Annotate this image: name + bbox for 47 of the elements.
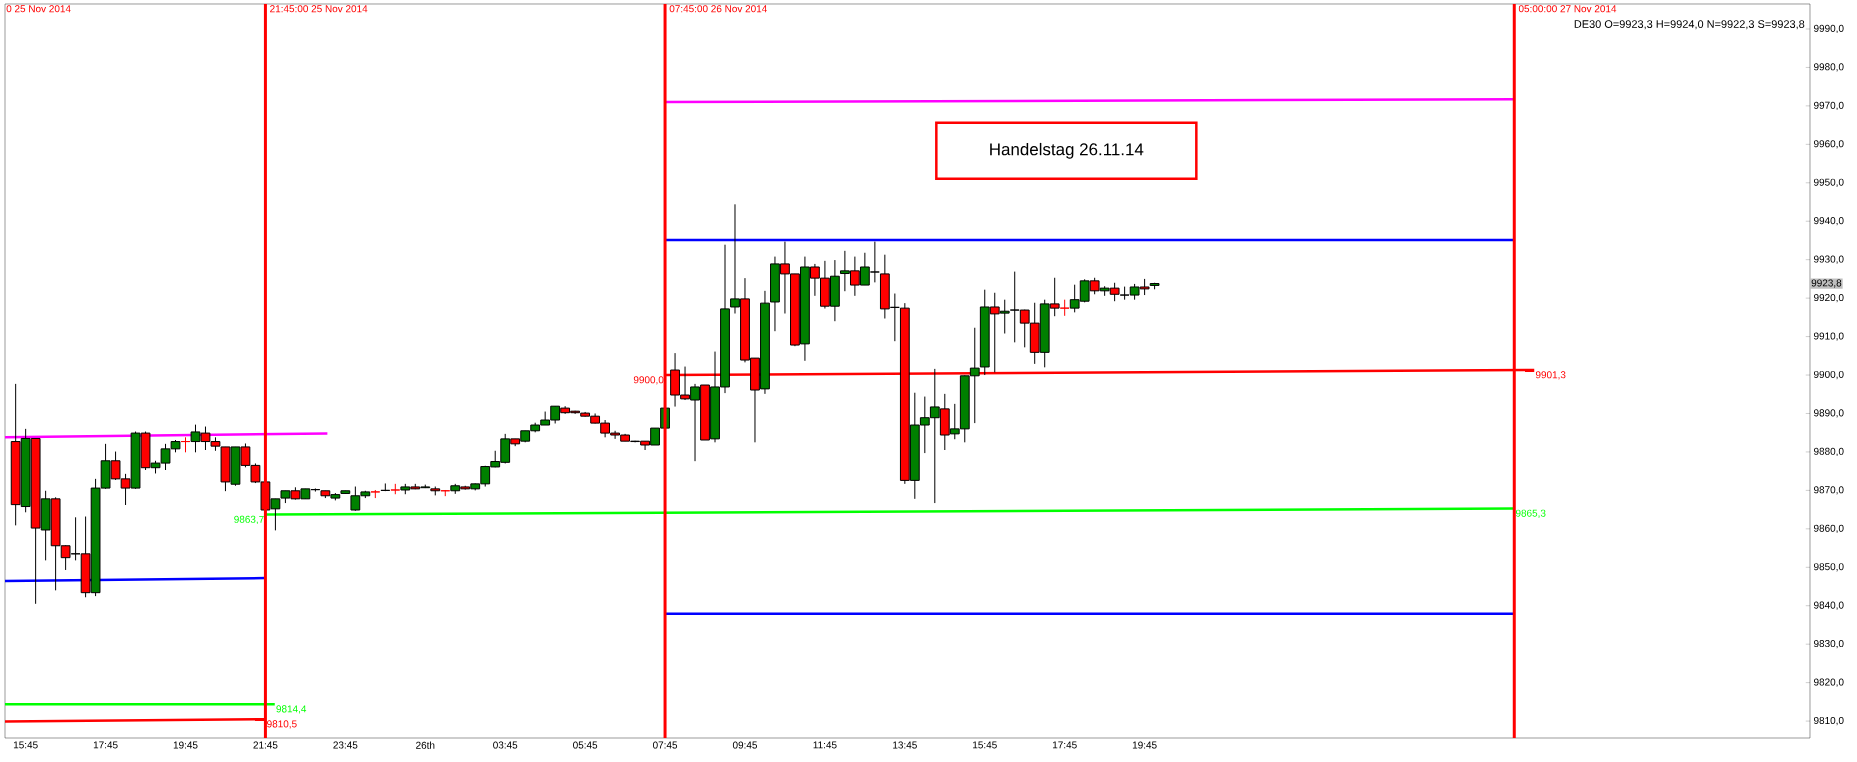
y-tick-label: 9860,0 — [1813, 524, 1844, 533]
x-tick-label: 05:45 — [573, 741, 598, 749]
y-tick-label: 9960,0 — [1813, 140, 1844, 149]
y-tick-label: 9980,0 — [1813, 63, 1844, 72]
x-tick-label: 17:45 — [93, 741, 118, 749]
y-tick-label: 9870,0 — [1813, 486, 1844, 495]
y-tick-label: 9900,0 — [1813, 370, 1844, 380]
ref-line-label: 05:00:00 27 Nov 2014 — [1518, 5, 1617, 13]
y-tick-label: 9830,0 — [1813, 640, 1844, 649]
x-tick-label: 23:45 — [333, 741, 358, 749]
annotation: 9810,5 — [267, 720, 297, 729]
y-tick-label: 9940,0 — [1813, 217, 1844, 226]
y-tick-label: 9850,0 — [1813, 563, 1844, 572]
x-tick-label: 26th — [416, 741, 435, 749]
annotation: 0 25 Nov 2014 — [6, 5, 71, 13]
x-tick-label: 13:45 — [893, 741, 917, 749]
y-tick-label: 9810,0 — [1813, 716, 1844, 726]
x-tick-label: 17:45 — [1052, 741, 1077, 749]
annotation: DE30 O=9923,3 H=9924,0 N=9922,3 S=9923,8 — [1574, 20, 1805, 30]
x-tick-label: 07:45 — [652, 741, 678, 749]
x-tick-label: 11:45 — [813, 741, 837, 749]
y-tick-label: 9970,0 — [1813, 101, 1844, 111]
y-tick-label: 9930,0 — [1813, 255, 1844, 264]
y-tick-label: 9890,0 — [1813, 409, 1844, 418]
y-tick-label: 9920,0 — [1813, 294, 1844, 303]
x-tick-label: 15:45 — [13, 741, 38, 749]
annotation: 9865,3 — [1515, 509, 1546, 518]
x-tick-label: 19:45 — [1132, 741, 1157, 749]
y-tick-label: 9840,0 — [1813, 601, 1844, 610]
y-tick-label: 9990,0 — [1813, 24, 1844, 34]
annotation: 9863,7 — [234, 515, 264, 525]
annotation: 9901,3 — [1535, 371, 1566, 380]
x-tick-label: 21:45 — [253, 741, 278, 749]
annotation: Handelstag 26.11.14 — [990, 142, 1144, 159]
x-tick-label: 15:45 — [973, 741, 997, 749]
y-tick-label: 9880,0 — [1813, 447, 1844, 457]
annotation: 9923,8 — [1811, 279, 1842, 288]
annotation: 9900,0 — [633, 376, 664, 385]
y-tick-label: 9910,0 — [1813, 332, 1844, 341]
x-tick-label: 03:45 — [493, 741, 518, 749]
y-tick-label: 9820,0 — [1813, 678, 1844, 687]
x-tick-label: 19:45 — [173, 741, 198, 749]
x-tick-label: 09:45 — [732, 741, 758, 749]
ref-line-label: 07:45:00 26 Nov 2014 — [669, 5, 767, 13]
ref-line-label: 21:45:00 25 Nov 2014 — [270, 5, 368, 13]
y-tick-label: 9950,0 — [1813, 178, 1844, 187]
annotation: 9814,4 — [276, 705, 307, 714]
